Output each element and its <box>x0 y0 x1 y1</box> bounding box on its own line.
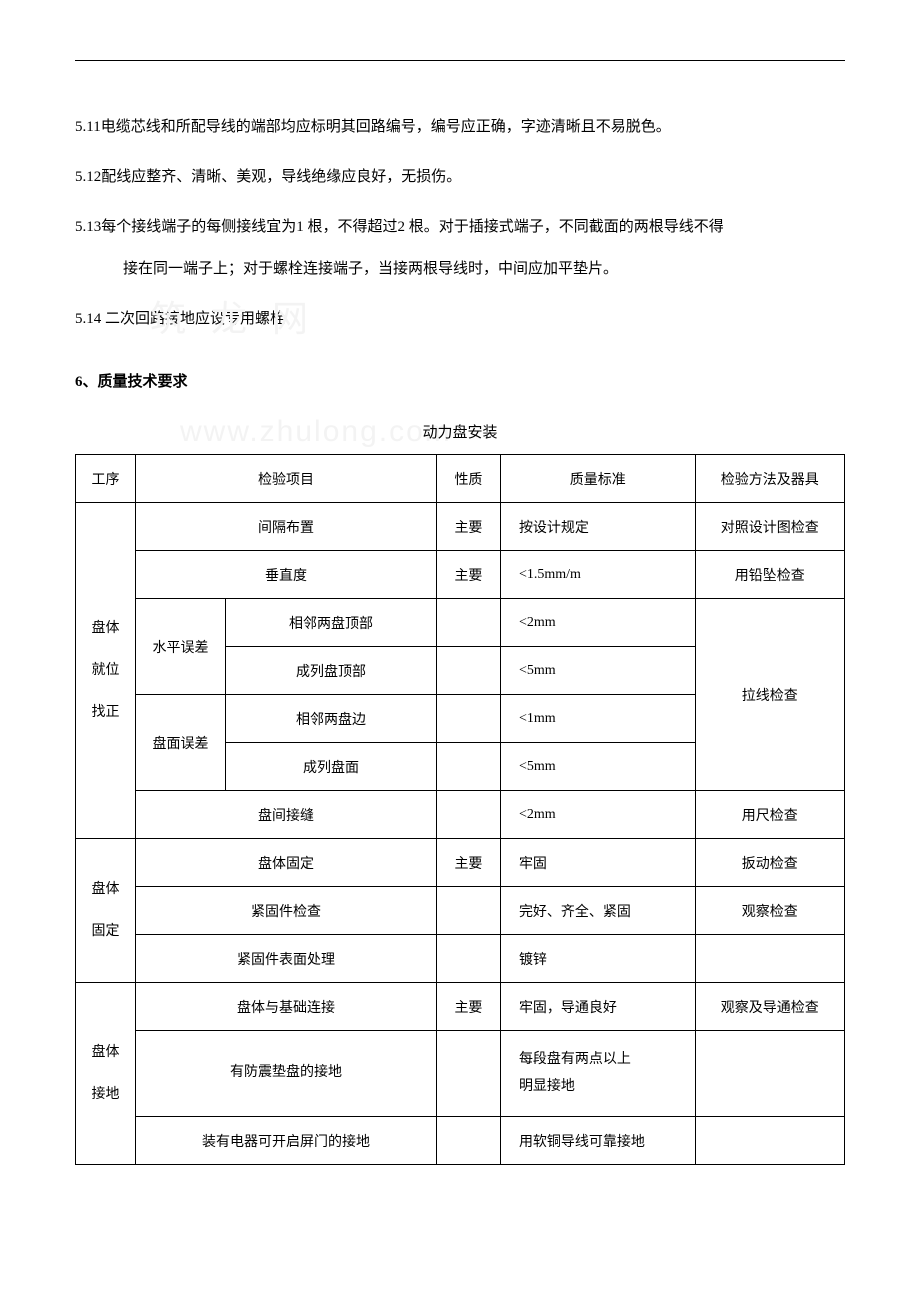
process-text: 盘体 <box>92 882 120 897</box>
standard-cell: 牢固 <box>500 839 695 887</box>
standard-cell: <5mm <box>500 647 695 695</box>
item-cell: 盘体与基础连接 <box>136 983 437 1031</box>
method-cell: 用铅坠检查 <box>695 551 844 599</box>
process-text: 接地 <box>92 1087 120 1102</box>
item-cell: 盘间接缝 <box>136 791 437 839</box>
standard-cell: 镀锌 <box>500 935 695 983</box>
table-row: 盘体 就位 找正 间隔布置 主要 按设计规定 对照设计图检查 <box>76 503 845 551</box>
standard-cell: <2mm <box>500 599 695 647</box>
paragraph-5-14: 5.14 二次回路接地应设专用螺栓 <box>75 298 845 340</box>
paragraph-5-13: 5.13每个接线端子的每侧接线宜为1 根，不得超过2 根。对于插接式端子，不同截… <box>75 206 845 290</box>
item-sub1-cell: 盘面误差 <box>136 695 226 791</box>
method-cell: 对照设计图检查 <box>695 503 844 551</box>
item-sub2-cell: 成列盘面 <box>226 743 437 791</box>
standard-cell: 完好、齐全、紧固 <box>500 887 695 935</box>
standard-cell: 用软铜导线可靠接地 <box>500 1117 695 1165</box>
process-text: 找正 <box>92 705 120 720</box>
nature-cell <box>436 695 500 743</box>
table-row: 有防震垫盘的接地 每段盘有两点以上 明显接地 <box>76 1031 845 1117</box>
nature-cell <box>436 647 500 695</box>
paragraph-5-13-head: 5.13每个接线端子的每侧接线宜为1 根，不得超过2 根。对于插接式端子，不同截… <box>75 219 724 235</box>
process-text: 盘体 <box>92 1045 120 1060</box>
page-top-separator <box>75 60 845 61</box>
standard-cell: <1.5mm/m <box>500 551 695 599</box>
nature-cell: 主要 <box>436 983 500 1031</box>
item-cell: 垂直度 <box>136 551 437 599</box>
method-cell: 观察检查 <box>695 887 844 935</box>
standard-cell: <5mm <box>500 743 695 791</box>
method-cell: 扳动检查 <box>695 839 844 887</box>
item-cell: 紧固件检查 <box>136 887 437 935</box>
header-item: 检验项目 <box>136 455 437 503</box>
standard-line: 明显接地 <box>519 1079 575 1094</box>
section-header-6: 6、质量技术要求 <box>75 370 845 391</box>
standard-cell-multiline: 每段盘有两点以上 明显接地 <box>500 1031 695 1117</box>
method-cell: 拉线检查 <box>695 599 844 791</box>
standard-cell: <2mm <box>500 791 695 839</box>
header-nature: 性质 <box>436 455 500 503</box>
standard-cell: 牢固，导通良好 <box>500 983 695 1031</box>
paragraph-5-12: 5.12配线应整齐、清晰、美观，导线绝缘应良好，无损伤。 <box>75 156 845 198</box>
table-row: 盘体 接地 盘体与基础连接 主要 牢固，导通良好 观察及导通检查 <box>76 983 845 1031</box>
nature-cell <box>436 599 500 647</box>
nature-cell: 主要 <box>436 839 500 887</box>
item-cell: 装有电器可开启屏门的接地 <box>136 1117 437 1165</box>
header-process: 工序 <box>76 455 136 503</box>
process-cell-3: 盘体 接地 <box>76 983 136 1165</box>
process-text: 固定 <box>92 924 120 939</box>
standard-cell: 按设计规定 <box>500 503 695 551</box>
process-cell-1: 盘体 就位 找正 <box>76 503 136 839</box>
process-text: 盘体 <box>92 621 120 636</box>
standard-cell: <1mm <box>500 695 695 743</box>
install-table: 工序 检验项目 性质 质量标准 检验方法及器具 盘体 就位 找正 间隔布置 主要… <box>75 454 845 1165</box>
nature-cell <box>436 1117 500 1165</box>
method-cell: 观察及导通检查 <box>695 983 844 1031</box>
table-row: 盘间接缝 <2mm 用尺检查 <box>76 791 845 839</box>
item-cell: 紧固件表面处理 <box>136 935 437 983</box>
table-row: 装有电器可开启屏门的接地 用软铜导线可靠接地 <box>76 1117 845 1165</box>
method-cell <box>695 935 844 983</box>
item-cell: 盘体固定 <box>136 839 437 887</box>
nature-cell: 主要 <box>436 551 500 599</box>
item-cell: 间隔布置 <box>136 503 437 551</box>
process-cell-2: 盘体 固定 <box>76 839 136 983</box>
header-standard: 质量标准 <box>500 455 695 503</box>
process-text: 就位 <box>92 663 120 678</box>
item-sub2-cell: 相邻两盘边 <box>226 695 437 743</box>
method-cell <box>695 1117 844 1165</box>
item-sub2-cell: 相邻两盘顶部 <box>226 599 437 647</box>
item-cell: 有防震垫盘的接地 <box>136 1031 437 1117</box>
nature-cell <box>436 887 500 935</box>
table-header-row: 工序 检验项目 性质 质量标准 检验方法及器具 <box>76 455 845 503</box>
header-method: 检验方法及器具 <box>695 455 844 503</box>
table-title: 动力盘安装 <box>75 421 845 442</box>
nature-cell <box>436 935 500 983</box>
install-table-container: 动力盘安装 工序 检验项目 性质 质量标准 检验方法及器具 盘体 就位 找正 间… <box>75 421 845 1165</box>
paragraph-5-11: 5.11电缆芯线和所配导线的端部均应标明其回路编号，编号应正确，字迹清晰且不易脱… <box>75 106 845 148</box>
item-sub2-cell: 成列盘顶部 <box>226 647 437 695</box>
nature-cell <box>436 791 500 839</box>
table-row: 水平误差 相邻两盘顶部 <2mm 拉线检查 <box>76 599 845 647</box>
method-cell <box>695 1031 844 1117</box>
standard-line: 每段盘有两点以上 <box>519 1052 631 1067</box>
method-cell: 用尺检查 <box>695 791 844 839</box>
nature-cell <box>436 743 500 791</box>
table-row: 紧固件检查 完好、齐全、紧固 观察检查 <box>76 887 845 935</box>
paragraph-5-13-continuation: 接在同一端子上；对于螺栓连接端子，当接两根导线时，中间应加平垫片。 <box>75 248 845 290</box>
item-sub1-cell: 水平误差 <box>136 599 226 695</box>
nature-cell <box>436 1031 500 1117</box>
table-row: 盘体 固定 盘体固定 主要 牢固 扳动检查 <box>76 839 845 887</box>
table-row: 垂直度 主要 <1.5mm/m 用铅坠检查 <box>76 551 845 599</box>
nature-cell: 主要 <box>436 503 500 551</box>
table-row: 紧固件表面处理 镀锌 <box>76 935 845 983</box>
